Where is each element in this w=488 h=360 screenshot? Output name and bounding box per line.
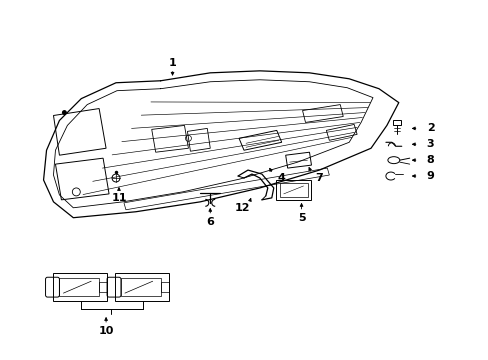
Text: 11: 11 [111,193,126,203]
Text: 6: 6 [206,217,214,227]
Text: 10: 10 [98,326,114,336]
Text: 2: 2 [426,123,433,134]
Text: 3: 3 [426,139,433,149]
Text: 8: 8 [426,155,433,165]
Text: 1: 1 [168,58,176,68]
Text: 7: 7 [315,173,323,183]
Circle shape [62,110,67,115]
Text: 9: 9 [426,171,434,181]
Text: 4: 4 [277,173,285,183]
Text: 5: 5 [297,213,305,223]
Text: 12: 12 [234,203,249,213]
